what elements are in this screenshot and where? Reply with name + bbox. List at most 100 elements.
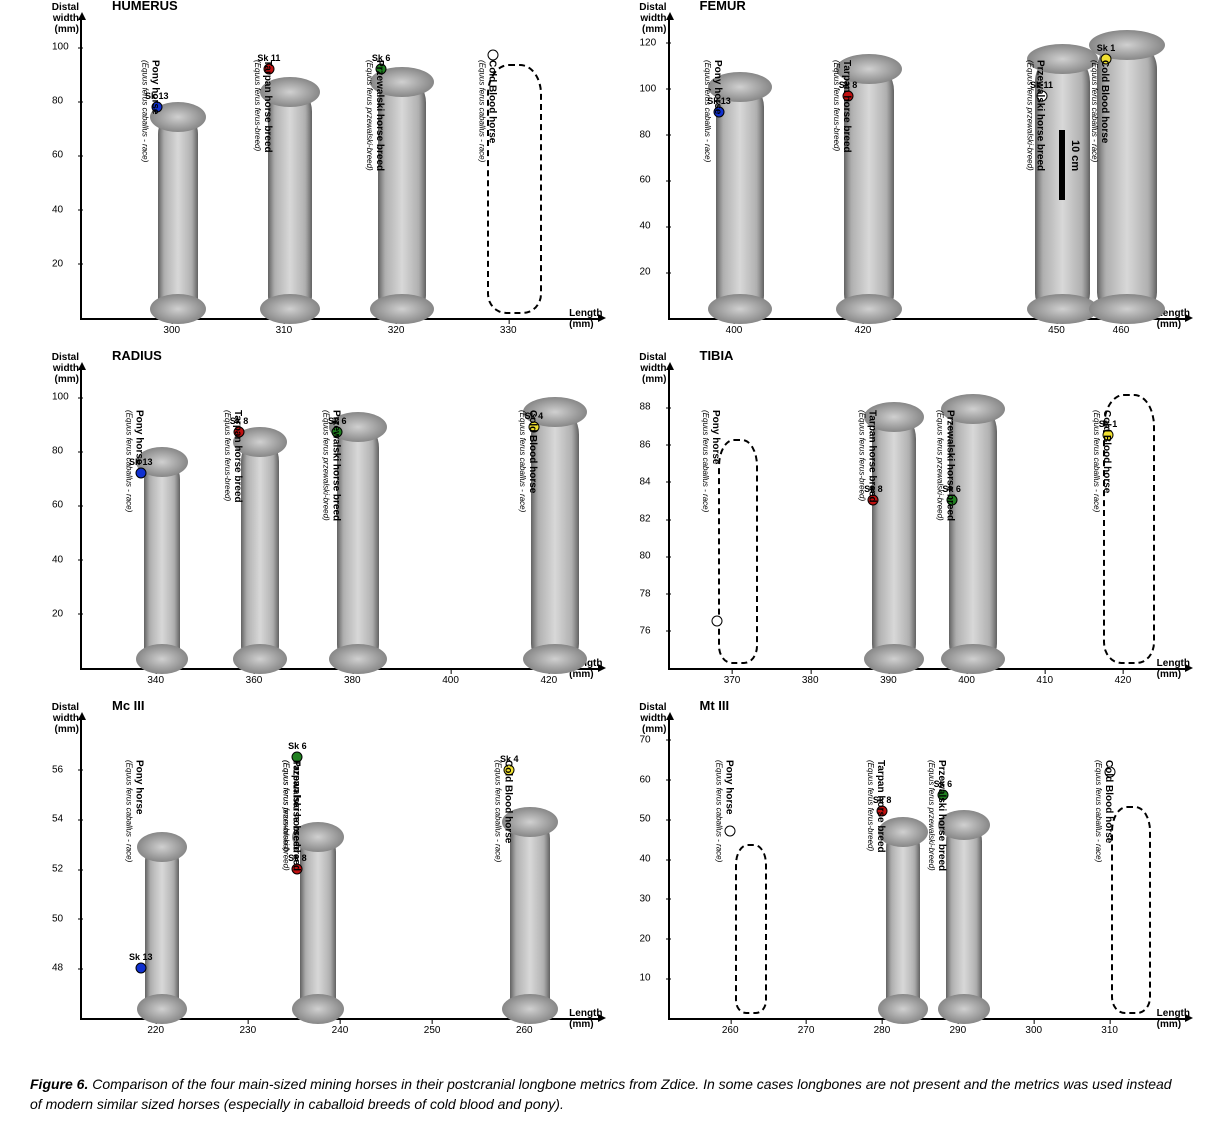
breed-label: Pony horse(Equus ferus caballus - race) — [713, 760, 733, 862]
y-tick: 20 — [52, 608, 63, 619]
specimen-id: Sk 1 — [1097, 43, 1116, 53]
breed-label: Przewalski horse breed(Equus ferus przew… — [364, 60, 384, 171]
x-tick: 230 — [240, 1025, 257, 1036]
x-tick: 380 — [802, 675, 819, 686]
bone-image — [145, 844, 179, 1014]
x-tick: 400 — [442, 675, 459, 686]
y-tick: 80 — [52, 96, 63, 107]
panel-title: HUMERUS — [112, 0, 178, 13]
y-tick: 20 — [640, 933, 651, 944]
y-tick: 20 — [52, 258, 63, 269]
x-tick: 420 — [855, 325, 872, 336]
bone-image — [144, 459, 180, 664]
arrow-x-icon — [598, 1014, 606, 1022]
arrow-y-icon — [666, 12, 674, 20]
panel-mt3: Mt IIIDistalwidth (mm)Length(mm)10203040… — [668, 720, 1186, 1020]
breed-label: Cold Blood horse(Equus ferus caballus - … — [1093, 760, 1113, 862]
x-tick: 410 — [1036, 675, 1053, 686]
bone-image — [531, 409, 579, 664]
x-tick: 270 — [798, 1025, 815, 1036]
y-axis-label: Distalwidth (mm) — [34, 702, 79, 735]
x-tick: 450 — [1048, 325, 1065, 336]
bone-image — [378, 79, 426, 314]
breed-label: Cold Blood horse(Equus ferus caballus - … — [492, 760, 512, 862]
y-tick: 40 — [52, 204, 63, 215]
y-tick: 100 — [52, 42, 69, 53]
breed-label: Pony horse(Equus ferus caballus - race) — [702, 60, 722, 162]
y-tick: 20 — [640, 267, 651, 278]
bone-image — [158, 114, 198, 314]
y-tick: 60 — [640, 774, 651, 785]
breed-label: Cold Blood horse(Equus ferus caballus - … — [517, 410, 537, 512]
y-tick: 120 — [640, 37, 657, 48]
y-tick: 40 — [52, 554, 63, 565]
panel-title: Mt III — [700, 698, 730, 713]
arrow-y-icon — [78, 712, 86, 720]
breed-label: Przewalski horse breed(Equus ferus przew… — [935, 410, 955, 521]
x-tick: 390 — [880, 675, 897, 686]
y-tick: 84 — [640, 476, 651, 487]
arrow-y-icon — [666, 712, 674, 720]
x-tick: 280 — [874, 1025, 891, 1036]
specimen-id: Sk 13 — [129, 952, 153, 962]
specimen-marker — [712, 616, 723, 627]
x-tick: 370 — [724, 675, 741, 686]
bone-outline — [1111, 806, 1151, 1014]
y-tick: 78 — [640, 588, 651, 599]
bone-image — [716, 84, 764, 314]
panel-humerus: HUMERUSDistalwidth (mm)Length(mm)2040608… — [80, 20, 598, 320]
panel-mc3: Mc IIIDistalwidth (mm)Length(mm)48505254… — [80, 720, 598, 1020]
y-tick: 56 — [52, 764, 63, 775]
bone-image — [872, 414, 916, 664]
y-tick: 100 — [52, 392, 69, 403]
y-tick: 40 — [640, 221, 651, 232]
breed-label: Cold Blood horse(Equus ferus caballus - … — [1091, 410, 1111, 512]
x-tick: 400 — [958, 675, 975, 686]
x-tick: 240 — [332, 1025, 349, 1036]
x-tick: 300 — [163, 325, 180, 336]
panel-title: RADIUS — [112, 348, 162, 363]
breed-label: Pony horse(Equus ferus caballus - race) — [700, 410, 720, 512]
panel-tibia: TIBIADistalwidth (mm)Length(mm)767880828… — [668, 370, 1186, 670]
y-axis-label: Distalwidth (mm) — [34, 352, 79, 385]
x-tick: 420 — [1115, 675, 1132, 686]
breed-label: Tarpan horse breed(Equus ferus ferus-bre… — [252, 60, 272, 153]
y-tick: 60 — [640, 175, 651, 186]
breed-label: Pony horse(Equus ferus caballus - race) — [124, 410, 144, 512]
y-tick: 10 — [640, 973, 651, 984]
y-tick: 76 — [640, 625, 651, 636]
x-tick: 310 — [1101, 1025, 1118, 1036]
breed-label: Cold Blood horse(Equus ferus caballus - … — [1089, 60, 1109, 162]
y-tick: 70 — [640, 734, 651, 745]
bone-image — [510, 819, 550, 1014]
bone-image — [268, 89, 312, 314]
specimen-id: Sk 6 — [288, 741, 307, 751]
bone-image — [241, 439, 279, 664]
bone-image — [337, 424, 379, 664]
x-tick: 220 — [147, 1025, 164, 1036]
y-tick: 40 — [640, 854, 651, 865]
figure-caption: Figure 6. Comparison of the four main-si… — [30, 1075, 1185, 1114]
arrow-y-icon — [78, 362, 86, 370]
bone-image — [949, 406, 997, 664]
arrow-y-icon — [666, 362, 674, 370]
y-tick: 50 — [52, 913, 63, 924]
specimen-marker — [135, 963, 146, 974]
panel-radius: RADIUSDistalwidth (mm)Length(mm)20406080… — [80, 370, 598, 670]
y-axis-label: Distalwidth (mm) — [622, 702, 667, 735]
x-tick: 310 — [276, 325, 293, 336]
x-tick: 300 — [1025, 1025, 1042, 1036]
scale-bar — [1059, 130, 1065, 200]
y-tick: 80 — [52, 446, 63, 457]
panel-title: TIBIA — [700, 348, 734, 363]
y-tick: 30 — [640, 893, 651, 904]
x-tick: 400 — [726, 325, 743, 336]
breed-label: Cold Blood horse(Equus ferus caballus - … — [476, 60, 496, 162]
y-tick: 60 — [52, 500, 63, 511]
breed-label: Przewalski horse breed(Equus ferus przew… — [926, 760, 946, 871]
x-tick: 320 — [388, 325, 405, 336]
breed-label: Przewalski horse breed(Equus ferus przew… — [320, 410, 340, 521]
y-tick: 50 — [640, 814, 651, 825]
x-tick: 460 — [1113, 325, 1130, 336]
caption-label: Figure 6. — [30, 1076, 88, 1092]
